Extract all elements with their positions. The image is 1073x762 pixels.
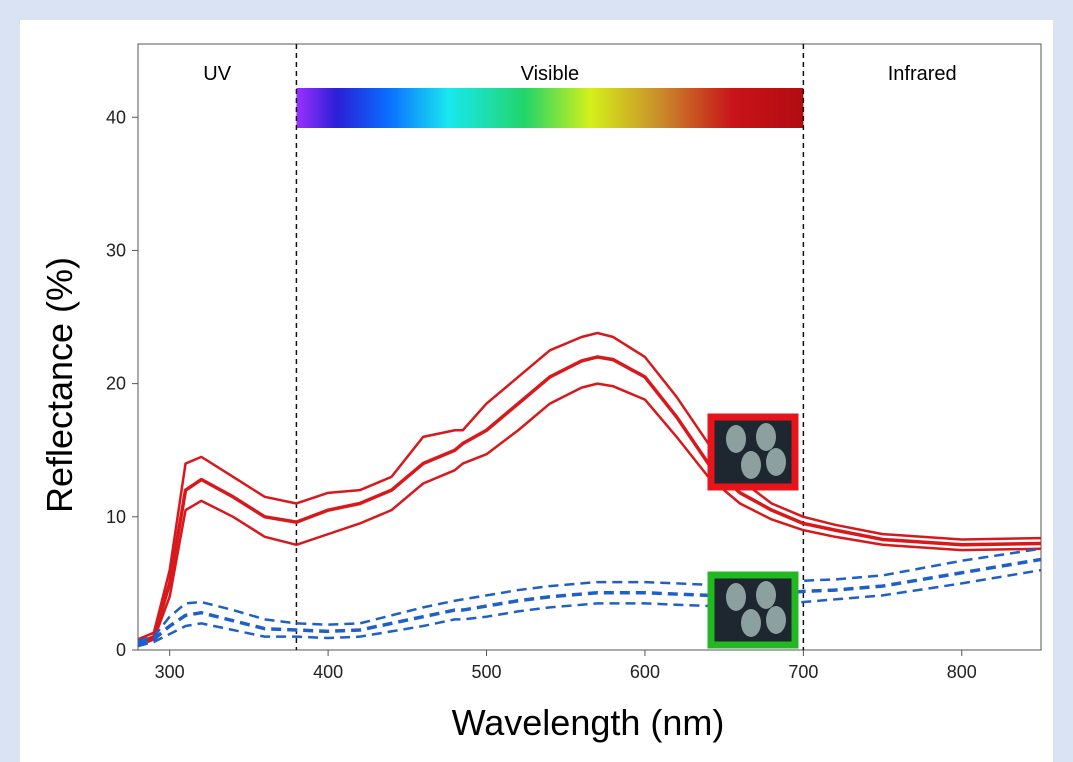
specimen xyxy=(756,581,776,609)
y-tick-label: 40 xyxy=(106,107,126,127)
specimen xyxy=(766,606,786,634)
series-line xyxy=(137,355,1042,645)
series-line xyxy=(137,331,1042,641)
x-tick-label: 500 xyxy=(472,662,502,682)
x-axis-label: Wavelength (nm) xyxy=(452,702,725,743)
x-tick-label: 700 xyxy=(788,662,818,682)
region-label: UV xyxy=(203,63,231,85)
y-axis-label: Reflectance (%) xyxy=(39,257,80,513)
series-line xyxy=(137,382,1042,648)
specimen xyxy=(726,583,746,611)
region-label: Visible xyxy=(521,63,580,85)
spectrum-bar xyxy=(296,88,804,128)
x-tick-label: 300 xyxy=(155,662,185,682)
y-tick-label: 0 xyxy=(116,640,126,660)
specimen xyxy=(741,451,761,479)
y-tick-label: 30 xyxy=(106,240,126,260)
plot: 300 400 500 600 700 800 0 10 20 30 40 UV Visible Infr… xyxy=(106,43,1042,682)
plot-frame xyxy=(137,43,1042,651)
y-tick-label: 20 xyxy=(106,374,126,394)
x-tick-label: 600 xyxy=(630,662,660,682)
x-tick-label: 800 xyxy=(947,662,977,682)
panel xyxy=(20,20,1053,762)
y-tick-label: 10 xyxy=(106,507,126,527)
specimen xyxy=(756,423,776,451)
x-tick-label: 400 xyxy=(313,662,343,682)
region-label: Infrared xyxy=(888,63,957,85)
specimen xyxy=(766,448,786,476)
series-line xyxy=(137,557,1042,646)
specimen xyxy=(726,425,746,453)
specimen xyxy=(741,609,761,637)
